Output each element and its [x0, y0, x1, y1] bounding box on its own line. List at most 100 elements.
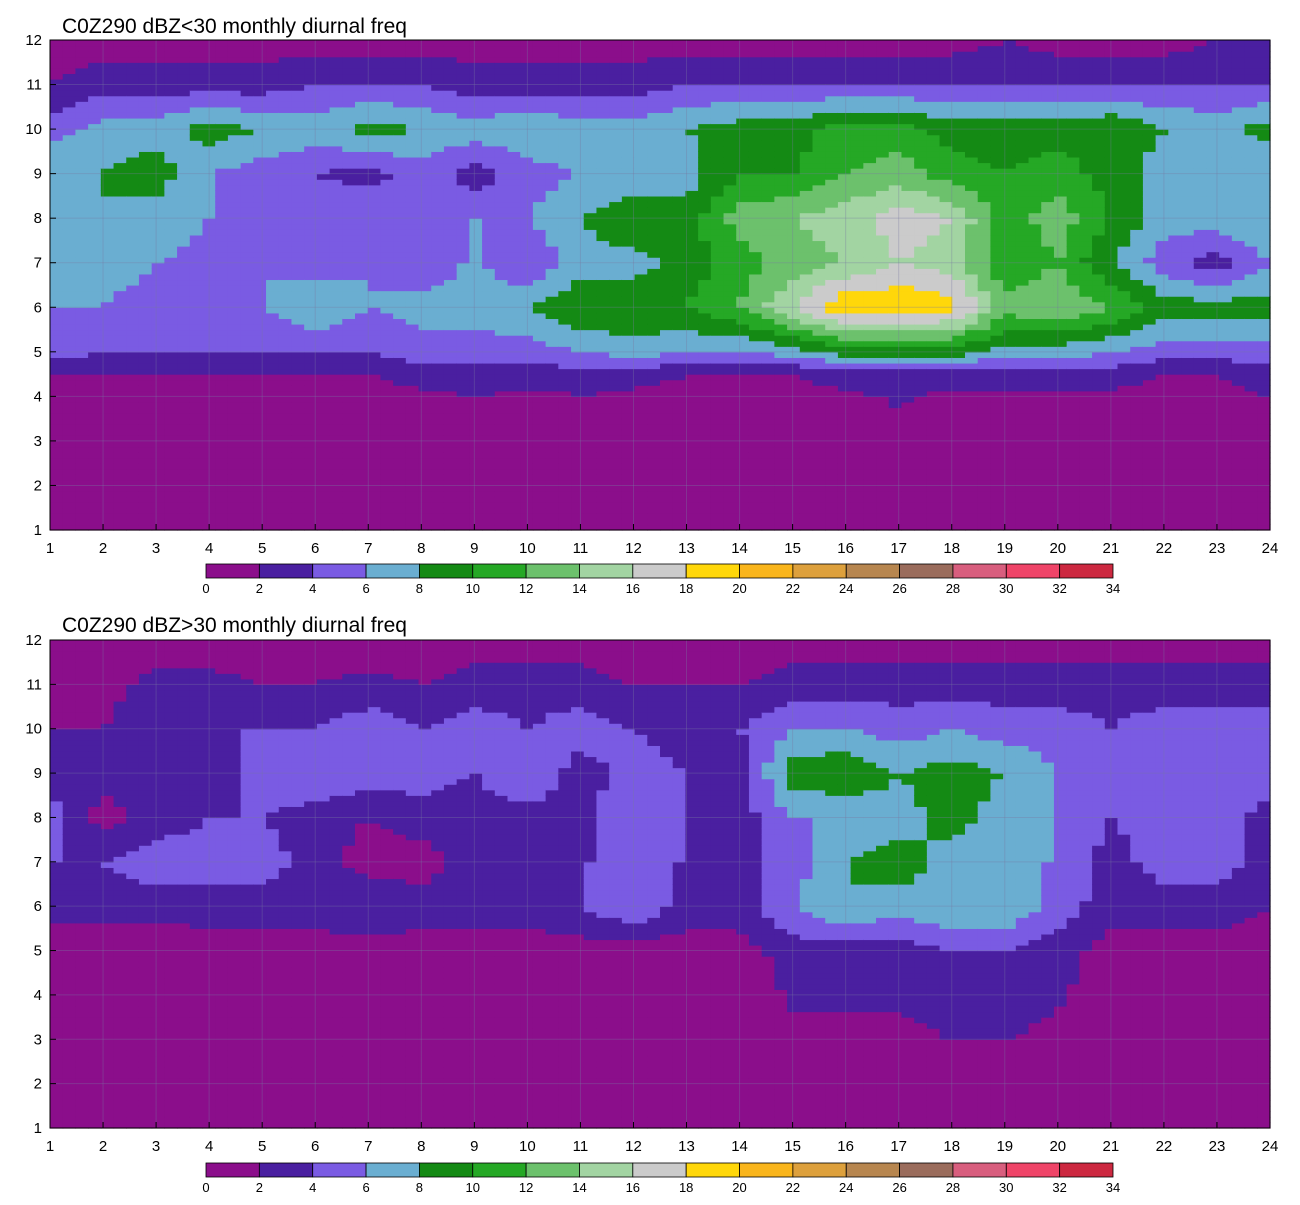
contour-cell	[177, 173, 191, 180]
contour-cell	[405, 273, 420, 281]
contour-cell	[88, 346, 102, 353]
contour-cell	[748, 229, 763, 236]
contour-cell	[88, 340, 102, 347]
contour-cell	[88, 329, 102, 336]
contour-cell	[761, 318, 775, 325]
contour-cell	[672, 246, 687, 253]
contour-cell	[88, 156, 102, 164]
contour-cell	[660, 407, 674, 414]
contour-cell	[126, 90, 140, 97]
contour-cell	[710, 429, 725, 436]
contour-cell	[138, 368, 153, 375]
contour-cell	[736, 151, 750, 158]
contour-cell	[164, 491, 178, 498]
contour-cell	[380, 168, 394, 175]
contour-cell	[698, 45, 712, 52]
contour-cell	[507, 429, 521, 436]
contour-cell	[532, 240, 547, 247]
contour-cell	[672, 45, 687, 52]
contour-cell	[558, 162, 572, 169]
contour-cell	[253, 312, 267, 320]
contour-cell	[736, 502, 750, 509]
contour-cell	[164, 418, 178, 425]
contour-cell	[316, 301, 331, 308]
contour-cell	[189, 357, 204, 364]
contour-cell	[202, 290, 216, 297]
contour-cell	[710, 407, 725, 414]
contour-cell	[418, 51, 432, 58]
contour-cell	[609, 296, 623, 303]
contour-cell	[405, 62, 420, 69]
contour-cell	[532, 346, 547, 353]
contour-cell	[748, 101, 763, 108]
contour-cell	[126, 485, 140, 492]
contour-cell	[227, 513, 242, 520]
contour-cell	[164, 312, 178, 320]
contour-cell	[469, 446, 483, 453]
contour-cell	[126, 429, 140, 436]
contour-cell	[443, 374, 458, 381]
contour-cell	[355, 390, 369, 397]
contour-cell	[380, 379, 394, 386]
contour-cell	[710, 524, 725, 531]
contour-cell	[634, 452, 648, 459]
contour-cell	[100, 240, 115, 247]
contour-cell	[443, 401, 458, 409]
contour-cell	[253, 285, 267, 292]
contour-cell	[685, 201, 699, 208]
contour-cell	[189, 223, 204, 230]
contour-cell	[202, 234, 216, 242]
contour-cell	[113, 106, 127, 113]
contour-cell	[88, 468, 102, 475]
contour-cell	[316, 78, 331, 86]
contour-cell	[634, 140, 648, 147]
contour-cell	[215, 134, 229, 141]
contour-cell	[609, 184, 623, 191]
contour-cell	[304, 123, 318, 130]
contour-cell	[253, 101, 267, 108]
contour-cell	[329, 452, 343, 459]
contour-cell	[227, 268, 242, 275]
contour-cell	[558, 223, 572, 230]
contour-cell	[88, 223, 102, 230]
contour-cell	[88, 390, 102, 397]
contour-cell	[571, 335, 585, 342]
contour-cell	[685, 67, 699, 75]
contour-cell	[240, 323, 254, 331]
contour-cell	[151, 435, 165, 442]
contour-cell	[126, 262, 140, 269]
contour-cell	[266, 452, 280, 459]
contour-cell	[202, 468, 216, 475]
contour-cell	[177, 168, 191, 175]
contour-cell	[88, 240, 102, 247]
contour-cell	[545, 479, 559, 487]
contour-cell	[342, 362, 356, 370]
contour-cell	[558, 424, 572, 431]
contour-cell	[418, 329, 432, 336]
contour-cell	[583, 223, 598, 230]
contour-cell	[164, 518, 178, 526]
contour-cell	[151, 56, 165, 63]
contour-cell	[456, 396, 470, 403]
contour-cell	[431, 502, 445, 509]
contour-cell	[431, 518, 445, 526]
contour-cell	[596, 78, 610, 86]
contour-cell	[748, 502, 763, 509]
contour-cell	[62, 323, 77, 331]
contour-cell	[469, 279, 483, 286]
contour-cell	[710, 312, 725, 320]
contour-cell	[494, 312, 509, 320]
contour-cell	[164, 251, 178, 258]
contour-cell	[494, 496, 509, 503]
contour-cell	[75, 190, 89, 197]
contour-cell	[355, 201, 369, 208]
contour-cell	[227, 390, 242, 397]
contour-cell	[266, 117, 280, 125]
contour-cell	[278, 190, 293, 197]
contour-cell	[660, 485, 674, 492]
contour-cell	[558, 351, 572, 358]
contour-cell	[583, 173, 598, 180]
contour-cell	[482, 346, 496, 353]
contour-cell	[189, 335, 204, 342]
contour-cell	[571, 112, 585, 119]
